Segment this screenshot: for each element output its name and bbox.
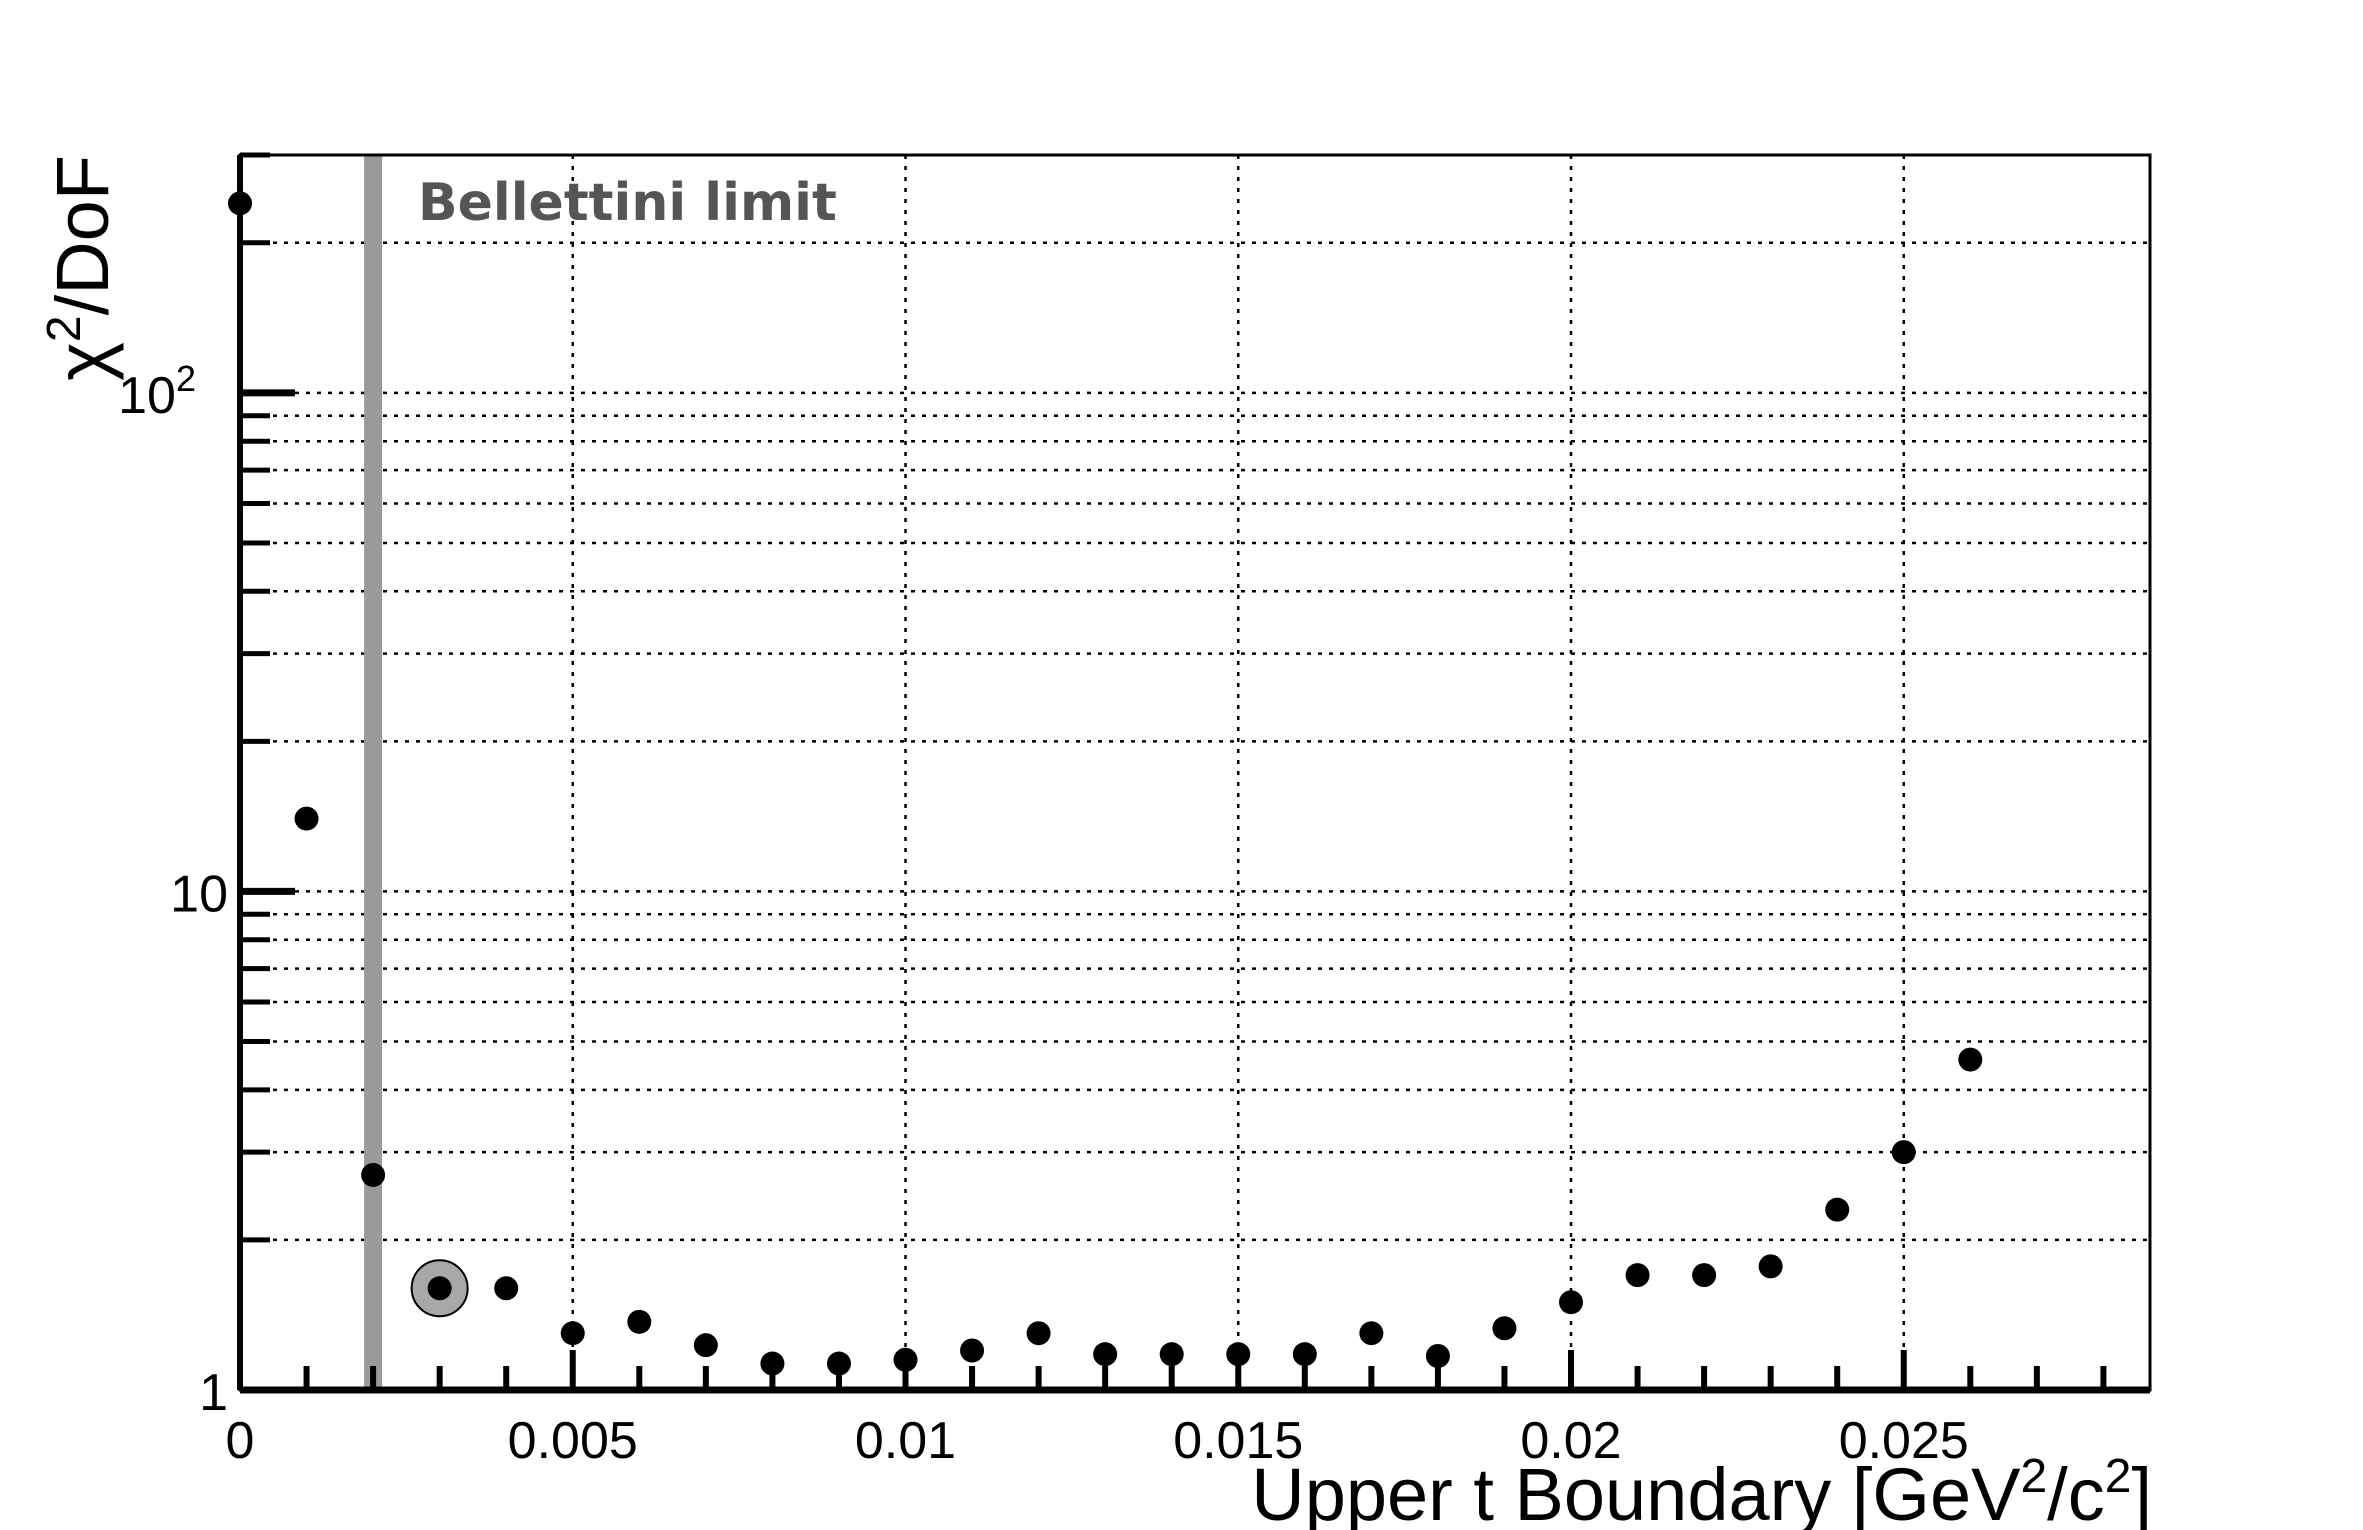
x-tick-label: 0.025 (1839, 1412, 1969, 1470)
data-point (1958, 1047, 1983, 1072)
y-tick-label: 10 (170, 865, 228, 923)
x-tick-label: 0.02 (1520, 1412, 1621, 1470)
data-point (760, 1351, 785, 1376)
data-point (1625, 1263, 1650, 1288)
data-point (893, 1347, 918, 1372)
bellettini-limit-band (364, 155, 383, 1390)
plot-frame (238, 153, 2152, 1392)
data-point (826, 1351, 851, 1376)
bellettini-limit-label: Bellettini limit (418, 173, 837, 233)
data-point (1825, 1197, 1850, 1222)
data-point (1226, 1342, 1251, 1367)
data-point (1026, 1321, 1051, 1346)
data-point (1492, 1316, 1517, 1341)
data-point (1093, 1342, 1118, 1367)
data-point (560, 1321, 585, 1346)
data-point (1692, 1263, 1717, 1288)
data-point (693, 1333, 718, 1358)
data-point (1559, 1290, 1584, 1315)
x-tick-label: 0.01 (855, 1412, 956, 1470)
data-point (228, 191, 252, 216)
data-points (228, 191, 1983, 1376)
data-point (494, 1276, 519, 1301)
y-tick-label: 1 (199, 1364, 228, 1422)
data-point (1425, 1344, 1450, 1369)
data-point (1891, 1140, 1916, 1165)
x-tick-label: 0 (226, 1412, 255, 1470)
data-point (294, 806, 319, 831)
x-tick-label: 0.005 (508, 1412, 638, 1470)
data-point (1159, 1342, 1184, 1367)
data-point (1292, 1342, 1317, 1367)
x-tick-labels: 0 0.005 0.01 0.015 0.02 0.025 (226, 1412, 1969, 1470)
data-point (361, 1162, 386, 1187)
data-point (1359, 1321, 1384, 1346)
data-point (1758, 1254, 1783, 1279)
data-point (960, 1338, 985, 1363)
y-axis-title: χ2/DoF (38, 155, 124, 381)
data-point (627, 1309, 652, 1334)
x-axis-title: Upper t Boundary [GeV2/c2] (1251, 1450, 2152, 1530)
x-tick-label: 0.015 (1173, 1412, 1303, 1470)
x-gridlines (571, 155, 1906, 1390)
data-point (427, 1276, 452, 1301)
